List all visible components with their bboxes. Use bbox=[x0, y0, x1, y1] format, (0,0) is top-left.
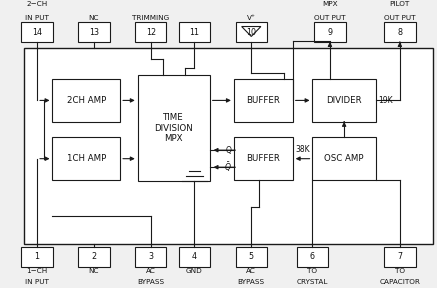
Text: 8: 8 bbox=[397, 28, 402, 37]
Bar bbox=[384, 22, 416, 42]
Bar bbox=[21, 22, 53, 42]
Text: OUT PUT: OUT PUT bbox=[384, 15, 416, 21]
Bar bbox=[138, 75, 210, 181]
Bar bbox=[234, 79, 293, 122]
Text: NC: NC bbox=[89, 268, 99, 274]
Text: OUT PUT: OUT PUT bbox=[314, 15, 346, 21]
Bar bbox=[234, 137, 293, 180]
Bar bbox=[135, 22, 166, 42]
Text: CAPACITOR: CAPACITOR bbox=[379, 278, 420, 285]
Text: TO: TO bbox=[395, 268, 405, 274]
Text: 2CH AMP: 2CH AMP bbox=[67, 96, 106, 105]
Text: AC: AC bbox=[246, 268, 256, 274]
Text: PILOT: PILOT bbox=[390, 1, 410, 7]
Text: BUFFER: BUFFER bbox=[246, 96, 280, 105]
Bar bbox=[21, 247, 53, 267]
Text: 13: 13 bbox=[89, 28, 99, 37]
Text: GND: GND bbox=[186, 268, 203, 274]
Bar bbox=[179, 247, 210, 267]
Bar bbox=[312, 79, 376, 122]
Bar bbox=[52, 137, 120, 180]
Text: TIME
DIVISION
MPX: TIME DIVISION MPX bbox=[154, 113, 193, 143]
Text: IN PUT: IN PUT bbox=[25, 15, 49, 21]
Bar bbox=[314, 22, 346, 42]
Text: $\bar{Q}$: $\bar{Q}$ bbox=[224, 160, 232, 174]
Text: 1CH AMP: 1CH AMP bbox=[67, 154, 106, 163]
Bar bbox=[135, 247, 166, 267]
Text: 14: 14 bbox=[32, 28, 42, 37]
Text: TRIMMING: TRIMMING bbox=[132, 15, 170, 21]
Text: BYPASS: BYPASS bbox=[238, 278, 265, 285]
Bar bbox=[236, 22, 267, 42]
Text: 5: 5 bbox=[249, 252, 254, 261]
Text: 11: 11 bbox=[190, 28, 199, 37]
Bar bbox=[384, 247, 416, 267]
Bar bbox=[236, 247, 267, 267]
Text: 9: 9 bbox=[327, 28, 333, 37]
Text: 7: 7 bbox=[397, 252, 402, 261]
Text: AC: AC bbox=[146, 268, 156, 274]
Text: 38K: 38K bbox=[296, 145, 310, 154]
Bar bbox=[78, 22, 110, 42]
Text: 10: 10 bbox=[246, 28, 256, 37]
Text: BUFFER: BUFFER bbox=[246, 154, 280, 163]
Text: Q: Q bbox=[226, 146, 232, 155]
Text: BYPASS: BYPASS bbox=[137, 278, 164, 285]
Text: CRYSTAL: CRYSTAL bbox=[297, 278, 328, 285]
Text: 2: 2 bbox=[91, 252, 97, 261]
Text: 2−CH: 2−CH bbox=[27, 1, 48, 7]
Text: 1: 1 bbox=[35, 252, 40, 261]
Text: NC: NC bbox=[89, 15, 99, 21]
Bar bbox=[312, 137, 376, 180]
Polygon shape bbox=[242, 26, 261, 37]
Bar bbox=[78, 247, 110, 267]
Text: 4: 4 bbox=[192, 252, 197, 261]
Text: 6: 6 bbox=[310, 252, 315, 261]
Bar bbox=[52, 79, 120, 122]
Text: IN PUT: IN PUT bbox=[25, 278, 49, 285]
Text: 12: 12 bbox=[146, 28, 156, 37]
Bar bbox=[24, 48, 433, 244]
Text: OSC AMP: OSC AMP bbox=[324, 154, 364, 163]
Text: DIVIDER: DIVIDER bbox=[326, 96, 362, 105]
Bar bbox=[179, 22, 210, 42]
Text: V⁺: V⁺ bbox=[247, 15, 256, 21]
Text: TO: TO bbox=[308, 268, 317, 274]
Bar bbox=[297, 247, 328, 267]
Text: 1−CH: 1−CH bbox=[27, 268, 48, 274]
Text: 19K: 19K bbox=[378, 96, 392, 105]
Text: MPX: MPX bbox=[322, 1, 338, 7]
Text: 3: 3 bbox=[148, 252, 153, 261]
